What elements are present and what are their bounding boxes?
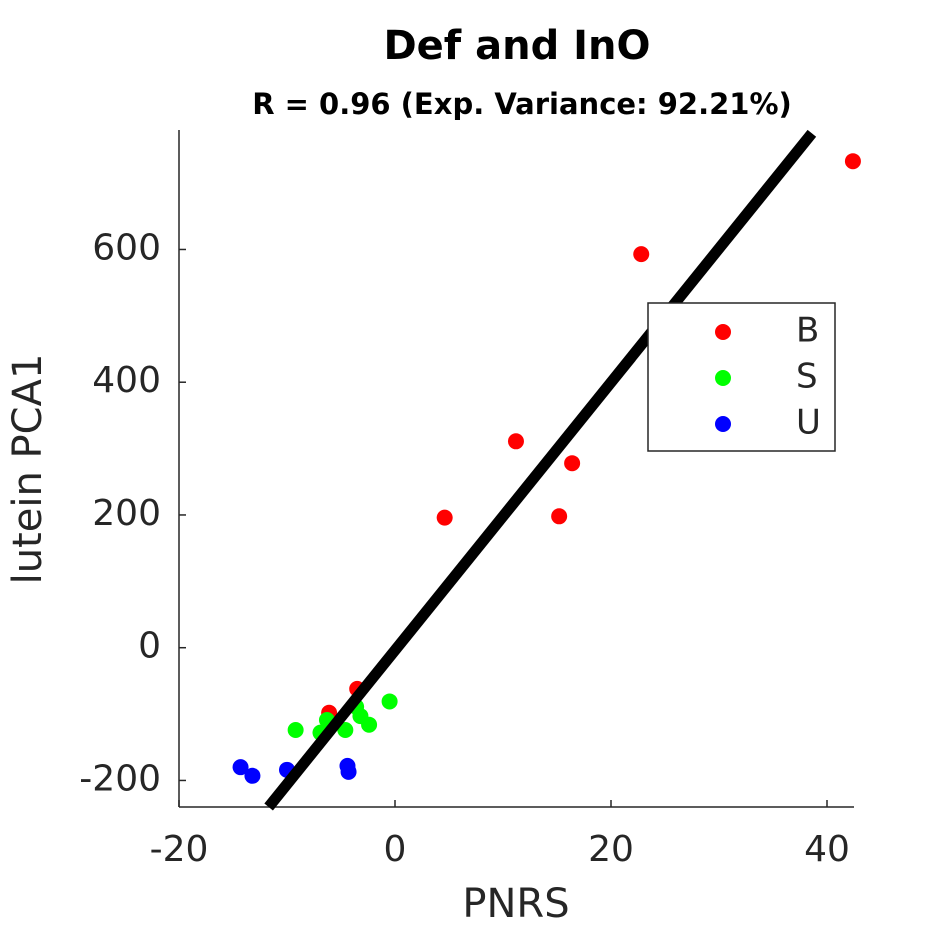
x-tick-label: 40 <box>804 829 850 870</box>
point <box>244 767 261 784</box>
legend-label: B <box>796 311 819 351</box>
chart-title: Def and InO <box>383 23 650 69</box>
point <box>633 246 650 263</box>
x-axis-label: PNRS <box>462 881 569 927</box>
legend-marker <box>715 324 731 340</box>
y-tick-label: 400 <box>92 360 161 401</box>
legend-marker <box>715 416 731 432</box>
point <box>507 433 524 450</box>
legend-box <box>647 302 836 452</box>
point <box>844 153 861 170</box>
fit-line <box>264 129 817 811</box>
point <box>381 693 398 710</box>
legend-marker <box>715 370 731 386</box>
point <box>564 455 581 472</box>
y-axis-label: lutein PCA1 <box>5 354 51 585</box>
point <box>551 508 568 525</box>
point <box>340 763 357 780</box>
legend-label: U <box>796 403 821 443</box>
legend-label: S <box>796 357 818 397</box>
x-tick-label: -20 <box>150 829 209 870</box>
point <box>287 722 304 739</box>
y-tick-label: 200 <box>92 493 161 534</box>
x-tick-label: 0 <box>384 829 407 870</box>
y-tick-label: -200 <box>79 758 161 799</box>
y-tick-label: 0 <box>138 626 161 667</box>
x-tick-label: 20 <box>588 829 634 870</box>
point <box>232 759 249 776</box>
y-tick-label: 600 <box>92 227 161 268</box>
point <box>436 509 453 526</box>
point <box>361 716 378 733</box>
point <box>337 722 354 739</box>
chart-subtitle: R = 0.96 (Exp. Variance: 92.21%) <box>252 87 792 121</box>
